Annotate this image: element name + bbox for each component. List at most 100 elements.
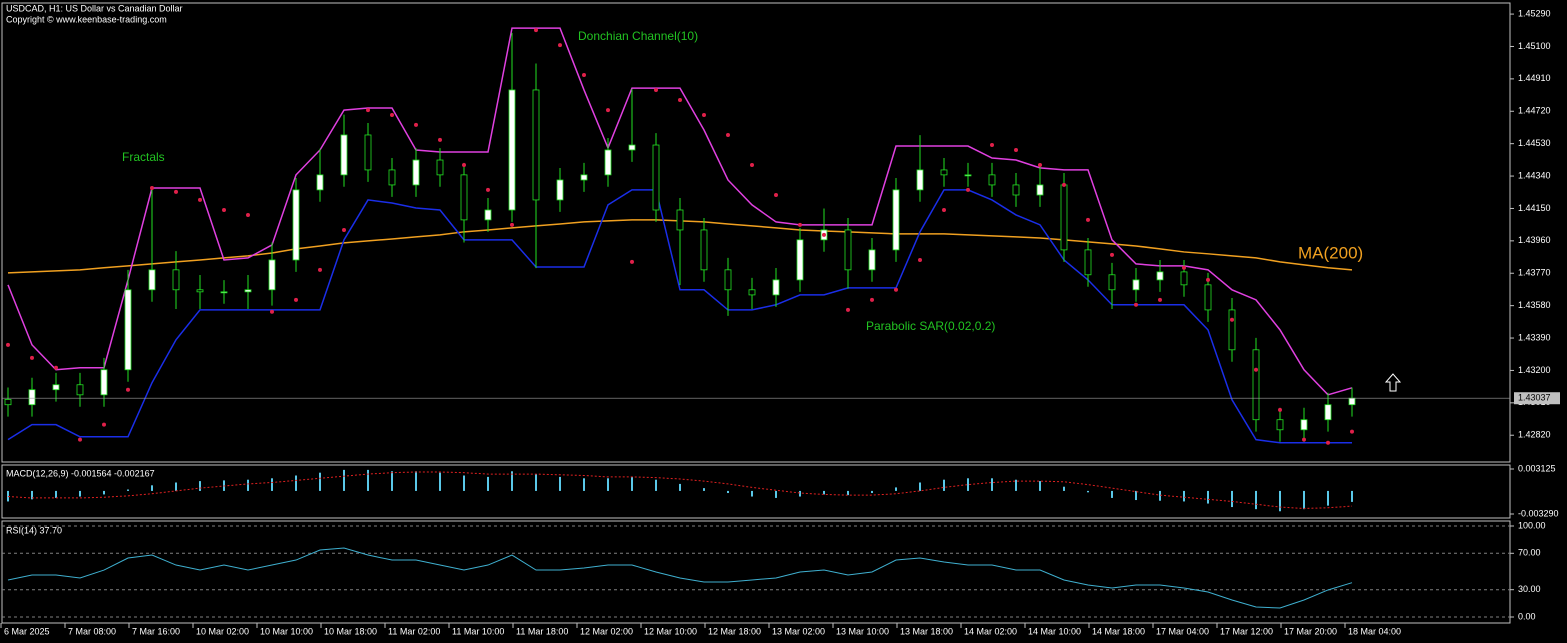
sar-dot [1182, 265, 1186, 270]
sar-dot [150, 185, 154, 190]
candle-body [580, 174, 588, 181]
candle-body [964, 174, 972, 177]
candle-body [772, 279, 780, 296]
sar-dot [198, 197, 202, 202]
sar-dot [1350, 429, 1354, 434]
candle-body [340, 134, 348, 176]
sar-dot [438, 137, 442, 142]
sar-dot [606, 108, 610, 113]
y-tick-label: 1.43580 [1518, 300, 1551, 310]
sar-dot [462, 162, 466, 167]
candle-body [436, 159, 444, 176]
candle-body [292, 189, 300, 261]
copyright: Copyright © www.keenbase-trading.com [6, 14, 167, 24]
candle-body [124, 289, 132, 371]
y-tick-label: -0.003290 [1518, 508, 1559, 518]
sar-dot [894, 287, 898, 292]
candle-body [676, 209, 684, 231]
sar-dot [1062, 182, 1066, 187]
candle-body [1324, 404, 1332, 421]
candle-body [508, 89, 516, 211]
sar-dot [726, 132, 730, 137]
sar-dot [966, 187, 970, 192]
candle-body [1060, 184, 1068, 251]
sar-dot [1254, 367, 1258, 372]
sar-dot [414, 122, 418, 127]
y-tick-label: 1.44910 [1518, 73, 1551, 83]
candle-body [412, 159, 420, 186]
y-tick-label: 1.44720 [1518, 106, 1551, 116]
y-tick-label: 0.00 [1518, 611, 1536, 621]
sar-dot [30, 355, 34, 360]
sar-dot [1206, 277, 1210, 282]
x-tick-label: 14 Mar 18:00 [1092, 626, 1145, 636]
candle-body [4, 399, 12, 406]
sar-dot [1158, 297, 1162, 302]
x-tick-label: 17 Mar 12:00 [1220, 626, 1273, 636]
sar-dot [870, 297, 874, 302]
sar-dot [1038, 162, 1042, 167]
candle-body [556, 179, 564, 201]
candle-body [916, 169, 924, 191]
sar-dot [342, 227, 346, 232]
candle-body [148, 269, 156, 291]
main-frame [1, 2, 1511, 463]
candle-body [1156, 271, 1164, 281]
x-tick-label: 12 Mar 18:00 [708, 626, 761, 636]
sar-dot [1230, 317, 1234, 322]
y-tick-label: 1.43390 [1518, 332, 1551, 342]
candle-body [748, 289, 756, 296]
sar-dot [990, 143, 994, 148]
candle-body [28, 389, 36, 406]
x-tick-label: 12 Mar 02:00 [580, 626, 633, 636]
candle-body [1276, 419, 1284, 431]
x-tick-label: 13 Mar 18:00 [900, 626, 953, 636]
candle-body [1348, 397, 1356, 406]
candle-body [1300, 419, 1308, 431]
sar-dot [318, 267, 322, 272]
x-tick-label: 11 Mar 10:00 [452, 626, 504, 636]
x-tick-label: 17 Mar 20:00 [1284, 626, 1337, 636]
candle-body [532, 89, 540, 201]
sar-dot [846, 307, 850, 312]
sar-dot [774, 192, 778, 197]
x-tick-label: 10 Mar 10:00 [260, 626, 313, 636]
sar-dot [270, 309, 274, 314]
candle-body [844, 229, 852, 271]
candle-body [460, 174, 468, 221]
signal-line [7, 471, 1353, 509]
y-tick-label: 30.00 [1518, 584, 1541, 594]
x-tick-label: 13 Mar 02:00 [772, 626, 825, 636]
last-price-box [1514, 392, 1560, 405]
sar-dot [1302, 437, 1306, 442]
macd-frame [1, 464, 1511, 519]
candle-body [628, 144, 636, 151]
sar-dot [6, 342, 10, 347]
x-tick-label: 6 Mar 2025 [4, 626, 50, 636]
rsi-line [7, 547, 1353, 609]
sar-dot [54, 365, 58, 370]
x-tick-label: 14 Mar 02:00 [964, 626, 1017, 636]
sar-dot [294, 297, 298, 302]
sar-dot [534, 28, 538, 33]
candle-body [172, 269, 180, 291]
candle-body [1108, 274, 1116, 291]
candle-body [388, 169, 396, 186]
sar-dot [78, 437, 82, 442]
candle-body [892, 189, 900, 251]
y-tick-label: 70.00 [1518, 548, 1541, 558]
sar-dot [246, 212, 250, 217]
sar-dot [582, 72, 586, 77]
candle-body [700, 229, 708, 271]
candle-body [796, 239, 804, 281]
sar-dot [222, 207, 226, 212]
sar-dot [678, 98, 682, 103]
sar-dot [1278, 407, 1282, 412]
rsi-title: RSI(14) 37.70 [6, 525, 62, 535]
x-tick-label: 11 Mar 02:00 [388, 626, 440, 636]
candle-body [1036, 184, 1044, 196]
sar-dot [1326, 440, 1330, 445]
y-tick-label: 1.43770 [1518, 268, 1551, 278]
